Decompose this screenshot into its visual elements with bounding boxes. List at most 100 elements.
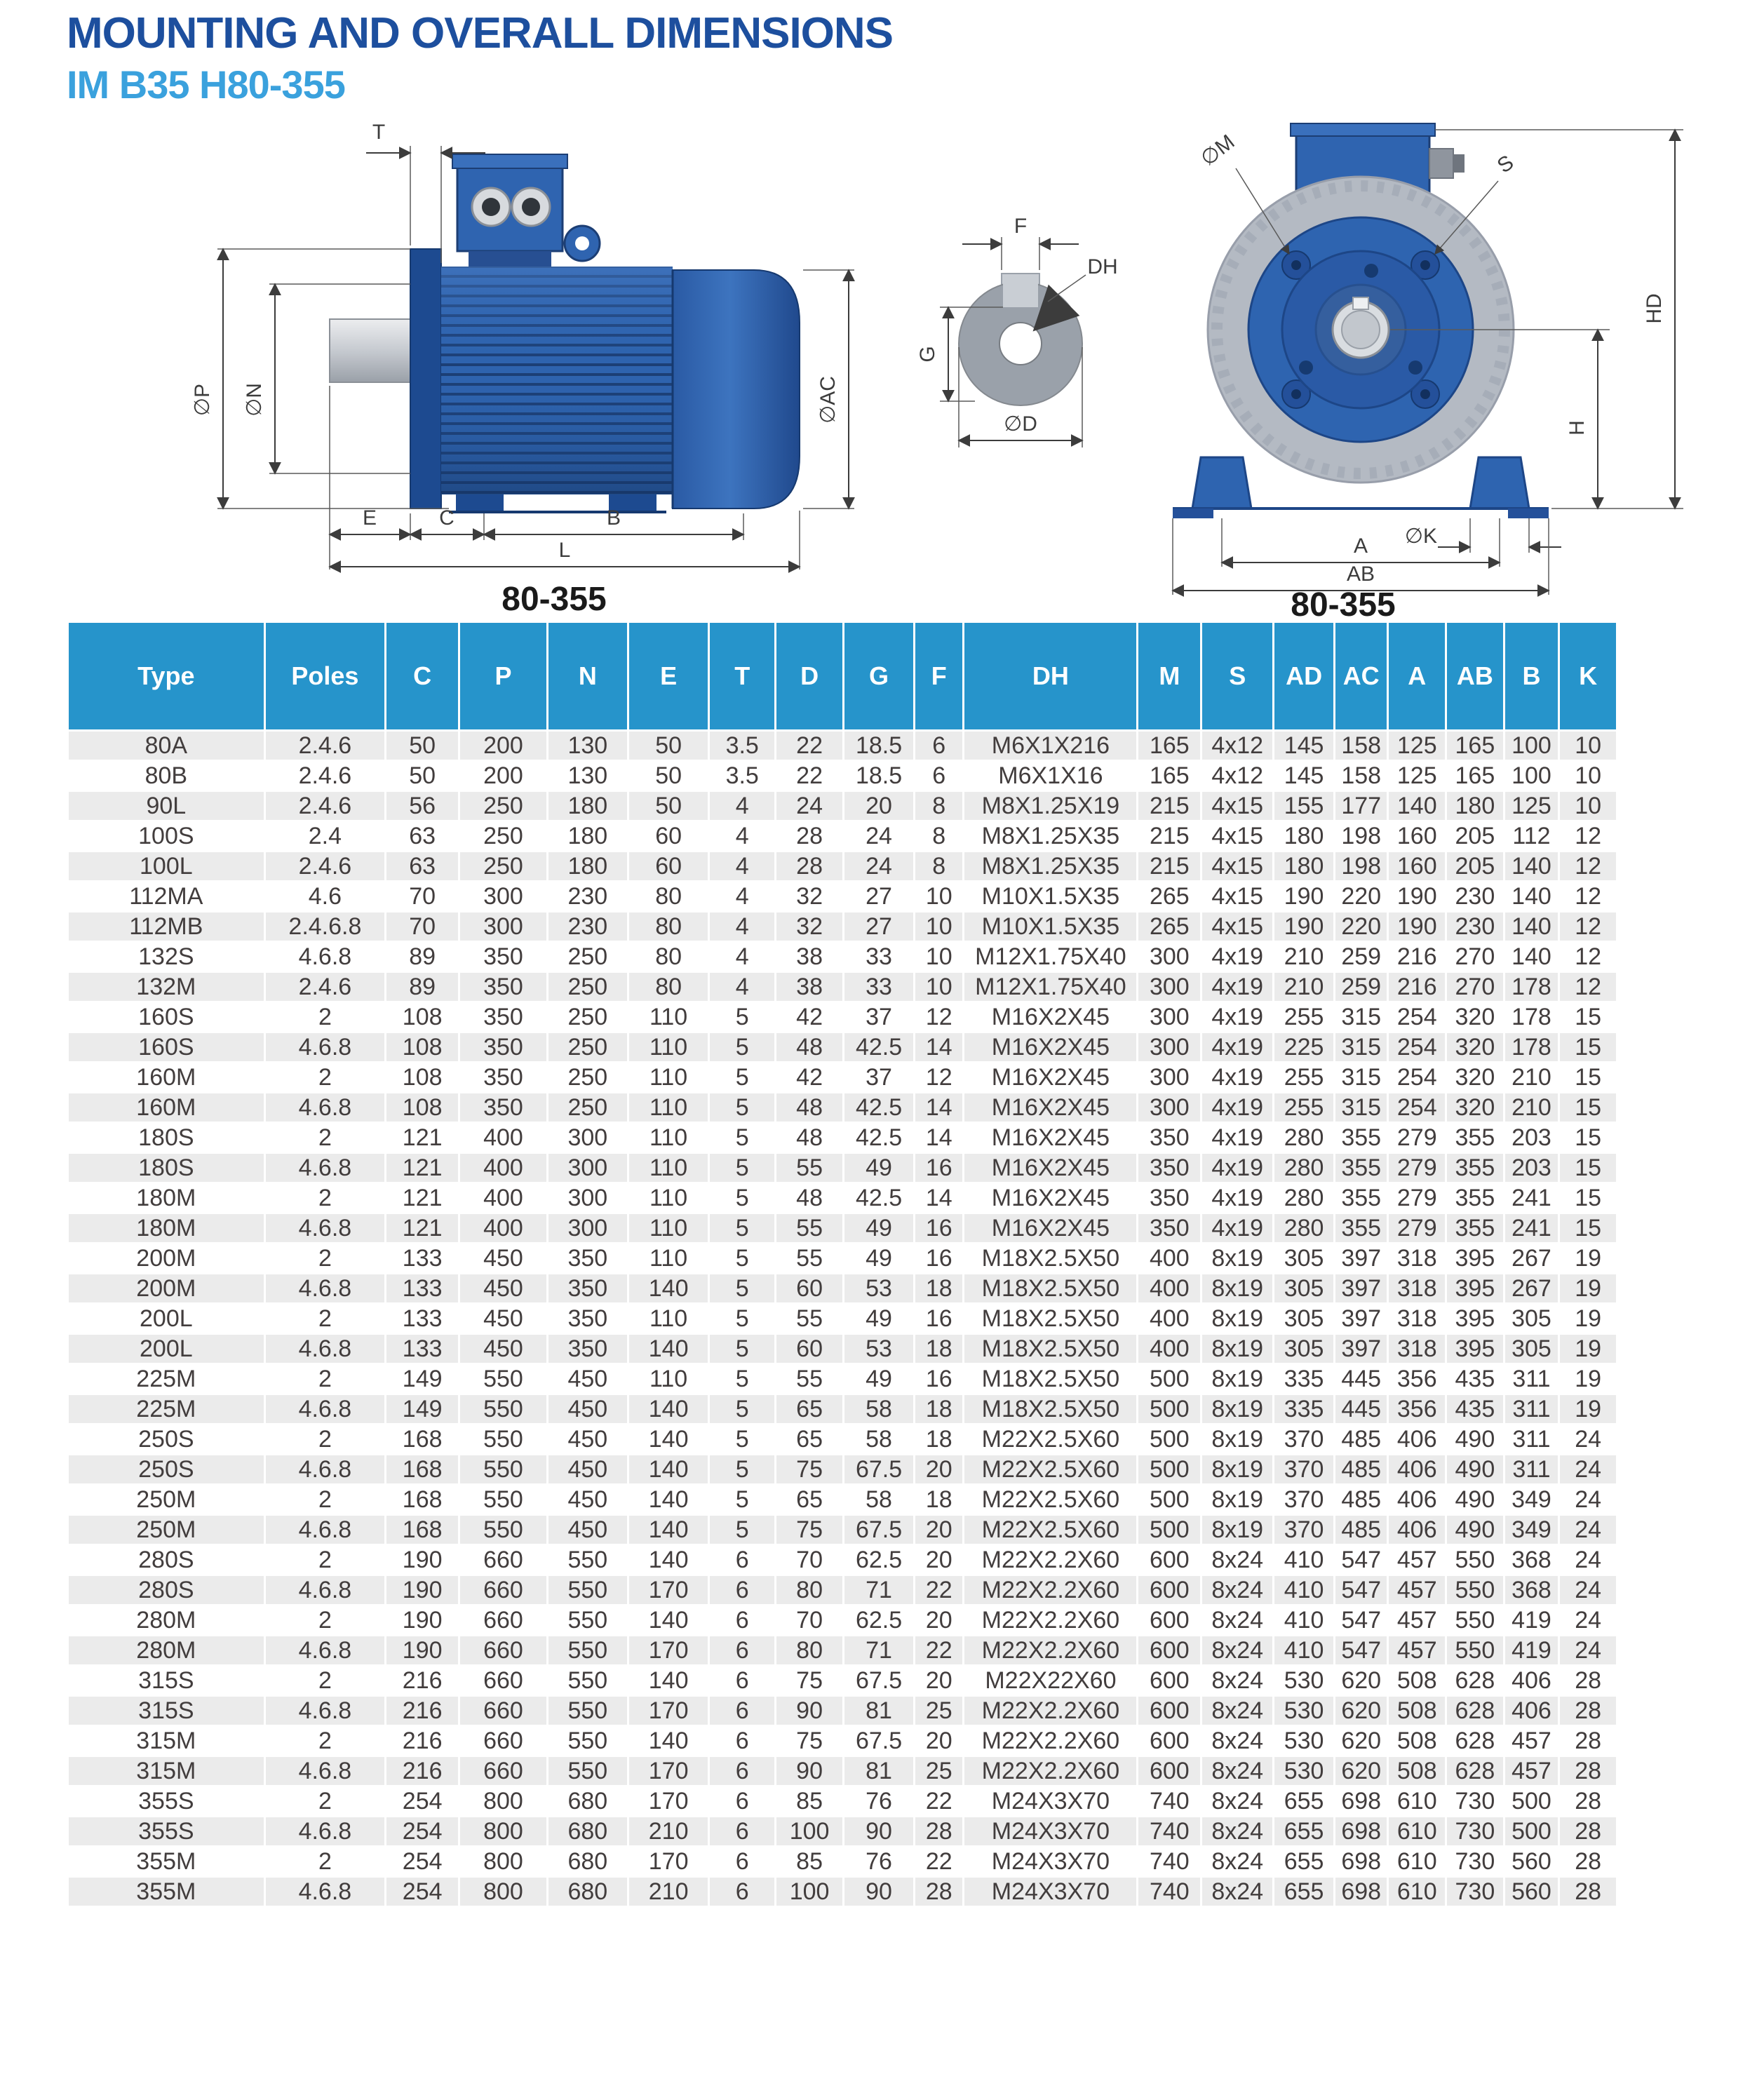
table-cell: 75: [776, 1455, 843, 1483]
table-cell: 550: [460, 1455, 546, 1483]
table-cell: 158: [1335, 732, 1387, 760]
table-cell: 145: [1274, 762, 1333, 790]
table-cell: 368: [1504, 1576, 1558, 1604]
table-cell: 3.5: [710, 732, 775, 760]
table-cell: 350: [1138, 1124, 1201, 1152]
table-cell: 18: [915, 1274, 963, 1302]
table-cell: 160M: [69, 1063, 264, 1091]
table-cell: 12: [1560, 822, 1616, 850]
dim-label-e: E: [363, 506, 377, 530]
table-cell: 305: [1274, 1244, 1333, 1272]
table-cell: 220: [1335, 882, 1387, 910]
table-cell: 85: [776, 1847, 843, 1876]
table-cell: 140: [1504, 882, 1558, 910]
table-row: 200M 2 133 450 350 110 5 55 49 16 M18X2.5X50 400 8x1…: [69, 1244, 1616, 1272]
column-header-type: Type: [69, 623, 264, 729]
table-cell: 5: [710, 1305, 775, 1333]
table-cell: 112MB: [69, 913, 264, 941]
table-cell: 24: [776, 792, 843, 820]
table-cell: 33: [844, 973, 914, 1001]
table-cell: 110: [628, 1093, 708, 1122]
table-cell: 410: [1274, 1606, 1333, 1634]
dim-label-k: ∅K: [1405, 525, 1437, 548]
column-header-dh: DH: [964, 623, 1137, 729]
table-cell: 203: [1504, 1124, 1558, 1152]
table-cell: 500: [1138, 1395, 1201, 1423]
table-cell: 660: [460, 1757, 546, 1785]
table-cell: 6: [710, 1787, 775, 1815]
table-cell: 8: [915, 822, 963, 850]
table-cell: 12: [1560, 852, 1616, 880]
table-cell: 2: [265, 1244, 385, 1272]
table-cell: M18X2.5X50: [964, 1274, 1137, 1302]
table-cell: 620: [1335, 1727, 1387, 1755]
table-cell: 450: [548, 1486, 627, 1514]
table-cell: 48: [776, 1033, 843, 1061]
table-cell: 315S: [69, 1697, 264, 1725]
table-cell: 48: [776, 1124, 843, 1152]
table-cell: 100S: [69, 822, 264, 850]
table-cell: 628: [1447, 1757, 1503, 1785]
table-cell: 300: [1138, 973, 1201, 1001]
table-cell: 600: [1138, 1697, 1201, 1725]
table-cell: 48: [776, 1093, 843, 1122]
table-cell: 628: [1447, 1727, 1503, 1755]
table-cell: 205: [1447, 852, 1503, 880]
table-row: 160S 2 108 350 250 110 5 42 37 12 M16X2X45 300 4x19 2…: [69, 1003, 1616, 1031]
table-cell: 620: [1335, 1757, 1387, 1785]
table-cell: 620: [1335, 1697, 1387, 1725]
table-cell: 67.5: [844, 1516, 914, 1544]
table-cell: 22: [915, 1787, 963, 1815]
table-cell: 16: [915, 1365, 963, 1393]
table-cell: 355: [1335, 1214, 1387, 1242]
table-cell: 4.6.8: [265, 1757, 385, 1785]
table-cell: 42.5: [844, 1184, 914, 1212]
table-cell: 80: [628, 913, 708, 941]
table-cell: 121: [386, 1154, 459, 1182]
table-cell: 165: [1138, 762, 1201, 790]
table-cell: M22X2.5X60: [964, 1516, 1137, 1544]
table-cell: 5: [710, 1486, 775, 1514]
table-cell: 4.6.8: [265, 1274, 385, 1302]
table-cell: 210: [1274, 973, 1333, 1001]
table-cell: 80A: [69, 732, 264, 760]
motor-foot: [609, 494, 657, 512]
table-cell: 660: [460, 1576, 546, 1604]
table-cell: 216: [386, 1727, 459, 1755]
table-cell: 305: [1274, 1274, 1333, 1302]
table-cell: 20: [915, 1727, 963, 1755]
table-cell: 5: [710, 1003, 775, 1031]
table-cell: 318: [1389, 1305, 1446, 1333]
table-row: 132S 4.6.8 89 350 250 80 4 38 33 10 M12X1.75X40 300…: [69, 943, 1616, 971]
table-cell: 8x24: [1202, 1666, 1273, 1695]
table-cell: 24: [1560, 1486, 1616, 1514]
dimensions-table: Type Poles C P N E T D G F DH M S AD AC A AB B K 80A 2.4.6 5…: [67, 621, 1618, 1908]
table-cell: 216: [1389, 943, 1446, 971]
table-cell: 4: [710, 913, 775, 941]
table-cell: 550: [460, 1425, 546, 1453]
table-cell: 49: [844, 1244, 914, 1272]
table-cell: 67.5: [844, 1666, 914, 1695]
table-cell: M22X2.5X60: [964, 1486, 1137, 1514]
table-cell: 2.4.6: [265, 732, 385, 760]
table-cell: 24: [844, 822, 914, 850]
table-cell: 279: [1389, 1154, 1446, 1182]
table-cell: 215: [1138, 822, 1201, 850]
table-cell: 550: [548, 1606, 627, 1634]
table-cell: 8x19: [1202, 1305, 1273, 1333]
table-cell: 355: [1447, 1124, 1503, 1152]
table-cell: 10: [915, 882, 963, 910]
table-row: 90L 2.4.6 56 250 180 50 4 24 20 8 M8X1.25X19 215 4x1…: [69, 792, 1616, 820]
table-cell: 6: [710, 1546, 775, 1574]
table-cell: 350: [460, 1093, 546, 1122]
table-cell: M12X1.75X40: [964, 973, 1137, 1001]
table-cell: 8x24: [1202, 1576, 1273, 1604]
table-cell: 4x19: [1202, 1214, 1273, 1242]
table-cell: 6: [710, 1636, 775, 1664]
table-cell: 14: [915, 1124, 963, 1152]
table-cell: 4.6.8: [265, 1395, 385, 1423]
table-cell: 450: [548, 1516, 627, 1544]
table-cell: 485: [1335, 1455, 1387, 1483]
table-cell: 133: [386, 1305, 459, 1333]
table-cell: 305: [1504, 1305, 1558, 1333]
